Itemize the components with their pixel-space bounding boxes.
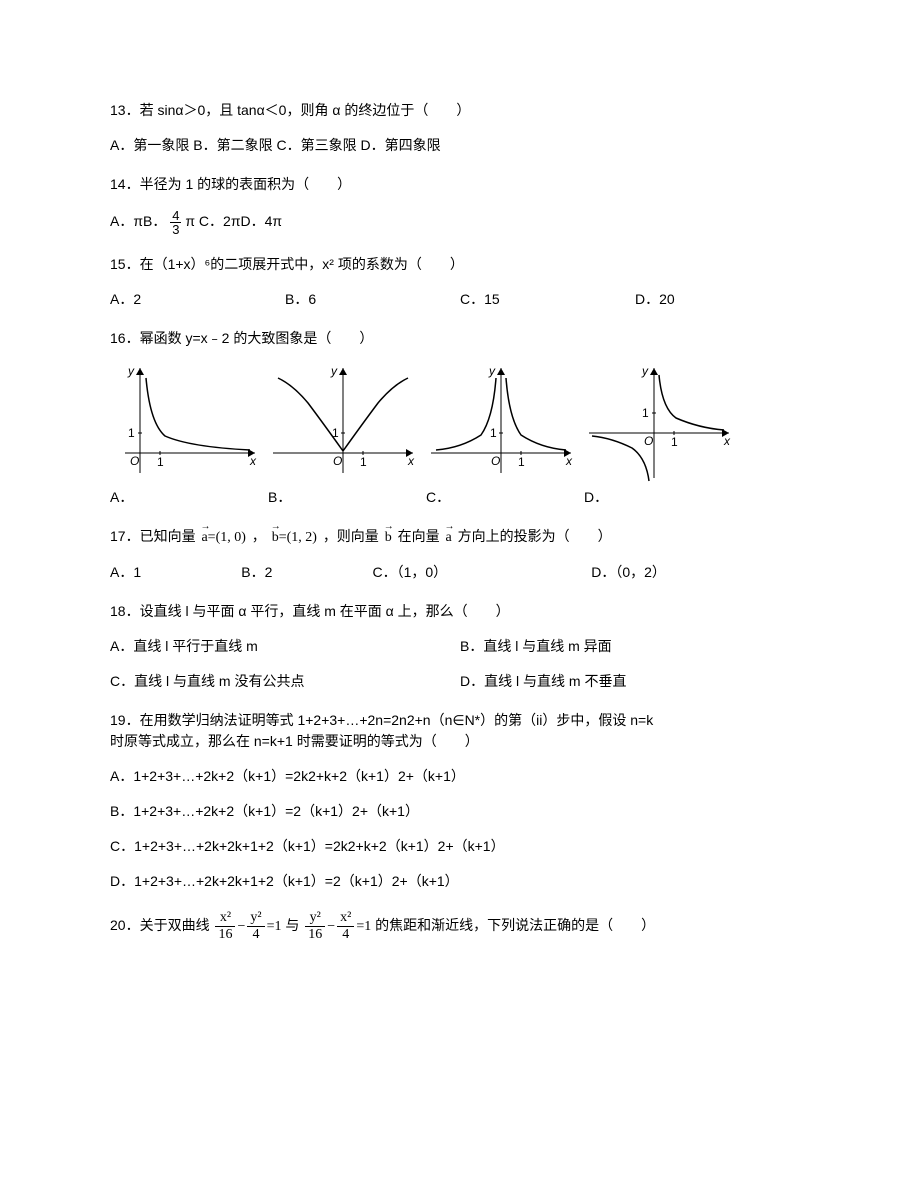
svg-text:x: x xyxy=(249,454,257,468)
frac-num: 4 xyxy=(170,209,181,223)
q18-text: 18．设直线 l 与平面 α 平行，直线 m 在平面 α 上，那么（ ） xyxy=(110,601,810,622)
q15-options: A．2 B．6 C．15 D．20 xyxy=(110,289,810,310)
q17-optB: B．2 xyxy=(241,562,372,583)
q17-mid2: ，则向量 xyxy=(323,528,379,544)
q13-options: A．第一象限 B．第二象限 C．第三象限 D．第四象限 xyxy=(110,135,810,156)
q20-post: 的焦距和渐近线，下列说法正确的是（ ） xyxy=(375,917,655,933)
fraction-4-3: 4 3 xyxy=(170,209,181,236)
question-18: 18．设直线 l 与平面 α 平行，直线 m 在平面 α 上，那么（ ） A．直… xyxy=(110,601,810,692)
svg-text:y: y xyxy=(330,364,338,378)
q18-optD: D．直线 l 与直线 m 不垂直 xyxy=(460,671,810,692)
vector-b-icon: →b=(1, 2) xyxy=(270,527,319,548)
svg-text:y: y xyxy=(127,364,135,378)
q18-optC: C．直线 l 与直线 m 没有公共点 xyxy=(110,671,460,692)
q17-mid3: 在向量 xyxy=(398,528,440,544)
q14-opt-rest: C．2πD．4π xyxy=(199,213,282,229)
q14-optA-post: π xyxy=(185,213,195,229)
q13-text: 13．若 sinα＞0，且 tanα＜0，则角 α 的终边位于（ ） xyxy=(110,100,810,121)
q20-mid: 与 xyxy=(285,917,299,933)
svg-text:1: 1 xyxy=(642,406,649,420)
q16-graph-A: x y O 1 1 A． xyxy=(110,363,260,508)
q16-text: 16．幂函数 y=x﹣2 的大致图象是（ ） xyxy=(110,328,810,349)
svg-text:1: 1 xyxy=(518,455,525,469)
q17-mid1: ， xyxy=(252,528,266,544)
svg-text:x: x xyxy=(723,434,731,448)
q15-optC: C．15 xyxy=(460,289,635,310)
svg-text:O: O xyxy=(644,434,653,448)
q19-optD: D．1+2+3+…+2k+2k+1+2（k+1）=2（k+1）2+（k+1） xyxy=(110,871,810,892)
svg-text:y: y xyxy=(488,364,496,378)
q14-options: A．πB． 4 3 π C．2πD．4π xyxy=(110,209,810,236)
q16-graph-D: x y O 1 1 D． xyxy=(584,363,734,508)
q19-optC: C．1+2+3+…+2k+2k+1+2（k+1）=2k2+k+2（k+1）2+（… xyxy=(110,836,810,857)
question-20: 20．关于双曲线 x²16 − y²4 =1 与 y²16 − x²4 =1 的… xyxy=(110,910,810,943)
q18-optB: B．直线 l 与直线 m 异面 xyxy=(460,636,810,657)
q14-optA-pre: A．πB． xyxy=(110,213,166,229)
q15-optD: D．20 xyxy=(635,289,810,310)
q20-text: 20．关于双曲线 x²16 − y²4 =1 与 y²16 − x²4 =1 的… xyxy=(110,910,810,943)
q15-optB: B．6 xyxy=(285,289,460,310)
frac-den: 3 xyxy=(170,223,181,236)
svg-text:y: y xyxy=(641,364,649,378)
vector-b2-icon: →b xyxy=(383,527,394,548)
graph-B-svg: x y O 1 1 xyxy=(268,363,418,483)
svg-text:O: O xyxy=(130,454,139,468)
svg-text:1: 1 xyxy=(360,455,367,469)
question-15: 15．在（1+x）⁶的二项展开式中，x² 项的系数为（ ） A．2 B．6 C．… xyxy=(110,254,810,310)
q17-optD: D．（0，2） xyxy=(591,562,810,583)
hyperbola-eq1: x²16 − y²4 =1 xyxy=(213,910,281,943)
svg-text:x: x xyxy=(407,454,415,468)
svg-text:O: O xyxy=(333,454,342,468)
q16-label-C: C． xyxy=(426,487,450,508)
question-16: 16．幂函数 y=x﹣2 的大致图象是（ ） x y O 1 1 A． xyxy=(110,328,810,508)
q16-graph-C: x y O 1 1 C． xyxy=(426,363,576,508)
svg-text:1: 1 xyxy=(490,426,497,440)
q15-optA: A．2 xyxy=(110,289,285,310)
q18-row2: C．直线 l 与直线 m 没有公共点 D．直线 l 与直线 m 不垂直 xyxy=(110,671,810,692)
question-14: 14．半径为 1 的球的表面积为（ ） A．πB． 4 3 π C．2πD．4π xyxy=(110,174,810,236)
svg-text:1: 1 xyxy=(128,426,135,440)
q19-line1: 19．在用数学归纳法证明等式 1+2+3+…+2n=2n2+n（n∈N*）的第（… xyxy=(110,710,810,731)
q20-pre: 20．关于双曲线 xyxy=(110,917,210,933)
q19-optA: A．1+2+3+…+2k+2（k+1）=2k2+k+2（k+1）2+（k+1） xyxy=(110,766,810,787)
vector-a2-icon: →a xyxy=(443,527,453,548)
q17-optC: C．（1，0） xyxy=(373,562,592,583)
q14-text: 14．半径为 1 的球的表面积为（ ） xyxy=(110,174,810,195)
q17-pre: 17．已知向量 xyxy=(110,528,196,544)
vector-a-icon: →a=(1, 0) xyxy=(199,527,247,548)
question-13: 13．若 sinα＞0，且 tanα＜0，则角 α 的终边位于（ ） A．第一象… xyxy=(110,100,810,156)
q17-post: 方向上的投影为（ ） xyxy=(458,528,612,544)
q19-optB: B．1+2+3+…+2k+2（k+1）=2（k+1）2+（k+1） xyxy=(110,801,810,822)
q16-label-B: B． xyxy=(268,487,291,508)
q16-graphs: x y O 1 1 A． x y O 1 xyxy=(110,363,810,508)
graph-C-svg: x y O 1 1 xyxy=(426,363,576,483)
svg-text:O: O xyxy=(491,454,500,468)
question-17: 17．已知向量 →a=(1, 0) ， →b=(1, 2) ，则向量 →b 在向… xyxy=(110,526,810,583)
hyperbola-eq2: y²16 − x²4 =1 xyxy=(303,910,371,943)
q17-optA: A．1 xyxy=(110,562,241,583)
q16-label-D: D． xyxy=(584,487,608,508)
svg-text:x: x xyxy=(565,454,573,468)
svg-text:1: 1 xyxy=(157,455,164,469)
q15-text: 15．在（1+x）⁶的二项展开式中，x² 项的系数为（ ） xyxy=(110,254,810,275)
q19-line2: 时原等式成立，那么在 n=k+1 时需要证明的等式为（ ） xyxy=(110,731,810,752)
svg-text:1: 1 xyxy=(671,435,678,449)
question-19: 19．在用数学归纳法证明等式 1+2+3+…+2n=2n2+n（n∈N*）的第（… xyxy=(110,710,810,892)
q18-row1: A．直线 l 平行于直线 m B．直线 l 与直线 m 异面 xyxy=(110,636,810,657)
q17-text: 17．已知向量 →a=(1, 0) ， →b=(1, 2) ，则向量 →b 在向… xyxy=(110,526,810,548)
q16-graph-B: x y O 1 1 B． xyxy=(268,363,418,508)
graph-A-svg: x y O 1 1 xyxy=(110,363,260,483)
q17-options: A．1 B．2 C．（1，0） D．（0，2） xyxy=(110,562,810,583)
graph-D-svg: x y O 1 1 xyxy=(584,363,734,483)
q16-label-A: A． xyxy=(110,487,133,508)
q18-optA: A．直线 l 平行于直线 m xyxy=(110,636,460,657)
